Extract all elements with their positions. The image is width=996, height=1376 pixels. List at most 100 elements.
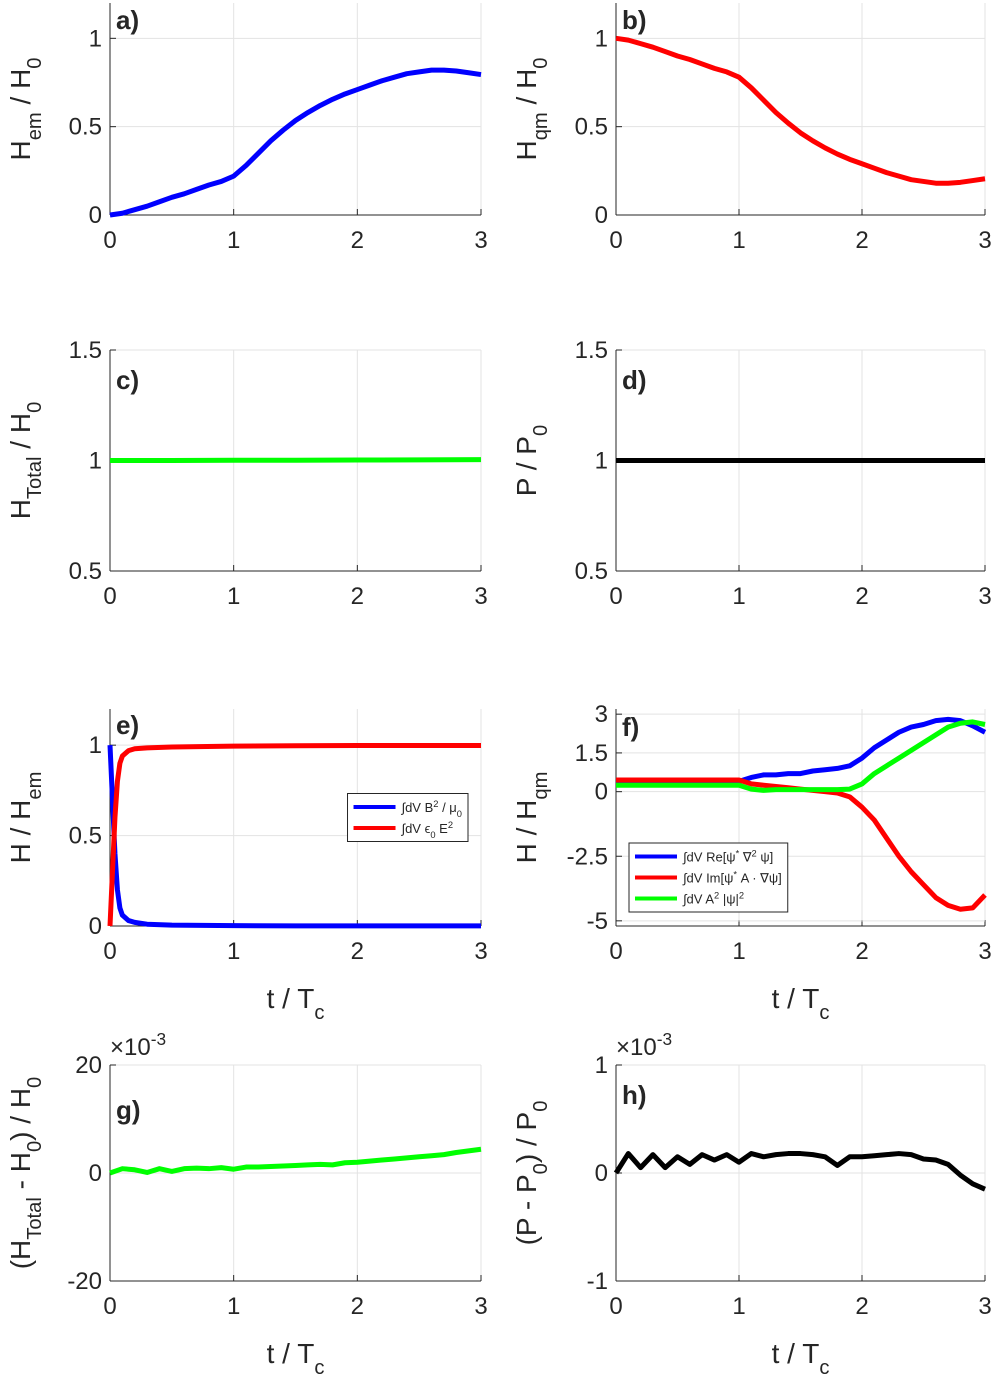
y-axis-label-part: / H: [5, 69, 36, 113]
x-tick-label: 1: [227, 938, 240, 965]
y-axis-label-part: (P - P: [511, 1174, 542, 1245]
x-tick-label: 3: [474, 227, 487, 254]
legend-label-part: ψ]: [757, 850, 774, 865]
y-axis-label-part: 0: [24, 1141, 46, 1152]
y-tick-label: 1: [595, 25, 608, 52]
legend-label: ∫dV B2 / μ0: [401, 799, 462, 819]
y-tick-label: 0: [595, 202, 608, 229]
legend-label-part: 2: [433, 799, 438, 809]
x-axis-label-part: c: [819, 1357, 829, 1376]
axis-exponent: ×10-3: [616, 1029, 672, 1061]
y-axis-label-part: 0: [530, 1163, 552, 1174]
data-line: [109, 67, 482, 218]
y-axis-label-part: / H: [511, 69, 542, 113]
x-tick-label: 1: [732, 938, 745, 965]
y-axis-label-part: - H: [5, 1152, 36, 1197]
y-axis-label-part: ) / P: [511, 1112, 542, 1163]
x-tick-label: 0: [103, 227, 116, 254]
panel-label: h): [622, 1080, 647, 1110]
axis-exponent-part: ×10: [616, 1034, 657, 1061]
y-axis-label-part: P / P: [511, 436, 542, 496]
x-tick-label: 0: [609, 1293, 622, 1320]
legend-label: ∫dV ϵ0 E2: [401, 820, 454, 840]
x-axis-label-part: t / T: [267, 1338, 315, 1369]
y-axis-label: (P - P0) / P0: [511, 1101, 552, 1246]
y-axis-label-part: H: [5, 140, 36, 160]
x-tick-label: 1: [227, 583, 240, 610]
x-axis-label: t / Tc: [267, 983, 325, 1024]
legend-label-part: 0: [430, 830, 435, 840]
y-axis-label: Hem / H0: [5, 57, 46, 160]
y-axis-label-part: em: [24, 112, 46, 140]
legend-label-part: / μ: [438, 800, 456, 815]
y-tick-label: -5: [587, 908, 608, 935]
data-line: [110, 457, 482, 463]
x-axis-label-part: t / T: [772, 983, 820, 1014]
y-axis-label-part: qm: [530, 112, 552, 140]
y-axis-label-part: 0: [24, 402, 46, 413]
x-tick-label: 1: [732, 1293, 745, 1320]
legend-label-part: ∇: [739, 850, 752, 865]
legend-label-part: 2: [739, 891, 744, 901]
y-axis-label-part: 0: [24, 1077, 46, 1088]
y-tick-label: 1.5: [575, 337, 608, 364]
legend-label-part: |ψ|: [719, 892, 739, 907]
x-tick-label: 2: [855, 227, 868, 254]
y-tick-label: 0: [595, 779, 608, 806]
y-axis-label-part: Total: [24, 1197, 46, 1240]
y-tick-label: -20: [67, 1268, 102, 1295]
axis-exponent: ×10-3: [110, 1029, 166, 1061]
legend-label: ∫dV Re[ψ* ∇2 ψ]: [682, 849, 773, 865]
legend-label-part: ∫dV Re[ψ: [682, 850, 736, 865]
legend-label-part: E: [436, 821, 449, 836]
y-axis-label-part: 0: [530, 425, 552, 436]
axis-exponent-part: ×10: [110, 1034, 151, 1061]
y-tick-label: 1.5: [69, 337, 102, 364]
x-axis-label-part: c: [819, 1002, 829, 1024]
y-tick-label: 0.5: [575, 558, 608, 585]
y-axis-label-part: H / H: [511, 800, 542, 864]
data-line: [109, 1146, 482, 1176]
x-axis-label-part: t / T: [267, 983, 315, 1014]
panel-label: e): [116, 710, 139, 740]
y-tick-label: 1: [89, 448, 102, 475]
x-tick-label: 1: [732, 227, 745, 254]
y-tick-label: 0.5: [575, 114, 608, 141]
y-tick-label: 0: [89, 913, 102, 940]
y-axis-label-part: H: [511, 140, 542, 160]
y-axis-label-part: qm: [530, 772, 552, 800]
x-tick-label: 3: [474, 583, 487, 610]
legend-label-part: A · ∇ψ]: [737, 871, 782, 886]
x-tick-label: 2: [351, 1293, 364, 1320]
x-tick-label: 2: [855, 583, 868, 610]
y-axis-label: HTotal / H0: [5, 402, 46, 520]
y-axis-label: (HTotal - H0) / H0: [5, 1077, 46, 1270]
y-tick-label: -1: [587, 1268, 608, 1295]
y-axis-label-part: Total: [24, 456, 46, 499]
y-tick-label: 20: [75, 1052, 102, 1079]
legend-label-part: *: [736, 849, 740, 859]
x-tick-label: 0: [609, 227, 622, 254]
legend-label-part: 2: [448, 820, 453, 830]
y-axis-label-part: 0: [24, 57, 46, 68]
y-tick-label: 1: [89, 732, 102, 759]
y-tick-label: 0: [89, 1160, 102, 1187]
legend-label-part: *: [733, 870, 737, 880]
legend-label-part: 2: [714, 891, 719, 901]
x-tick-label: 0: [609, 583, 622, 610]
y-axis-label-part: H / H: [5, 800, 36, 864]
y-axis-label-part: em: [24, 772, 46, 800]
y-axis-label: P / P0: [511, 425, 552, 496]
y-tick-label: 1: [595, 1052, 608, 1079]
data-line: [613, 1151, 987, 1192]
y-tick-label: 1: [595, 448, 608, 475]
legend-label-part: ∫dV B: [401, 800, 434, 815]
x-tick-label: 2: [855, 1293, 868, 1320]
axis-exponent-part: -3: [151, 1029, 166, 1049]
x-tick-label: 0: [103, 938, 116, 965]
data-line: [615, 35, 986, 186]
panel-label: d): [622, 365, 647, 395]
x-axis-label: t / Tc: [772, 983, 830, 1024]
x-tick-label: 2: [855, 938, 868, 965]
